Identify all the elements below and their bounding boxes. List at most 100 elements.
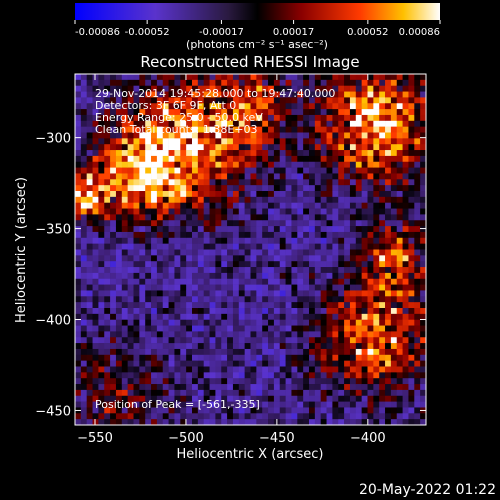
heatmap-cell xyxy=(151,103,158,110)
heatmap-cell xyxy=(314,220,321,227)
heatmap-cell xyxy=(197,103,204,110)
heatmap-cell xyxy=(408,331,415,338)
heatmap-cell xyxy=(221,413,228,420)
heatmap-cell xyxy=(197,74,204,81)
heatmap-cell xyxy=(338,138,345,145)
heatmap-cell xyxy=(355,343,362,350)
heatmap-cell xyxy=(355,173,362,180)
y-axis-label: Heliocentric Y (arcsec) xyxy=(14,177,29,323)
heatmap-cell xyxy=(203,296,210,303)
heatmap-cell xyxy=(326,185,333,192)
heatmap-cell xyxy=(373,179,380,186)
heatmap-cell xyxy=(192,290,199,297)
heatmap-cell xyxy=(174,91,181,98)
heatmap-cell xyxy=(244,419,251,425)
heatmap-cell xyxy=(379,343,386,350)
heatmap-cell xyxy=(168,278,175,285)
heatmap-cell xyxy=(309,191,316,198)
heatmap-cell xyxy=(92,331,99,338)
heatmap-cell xyxy=(133,167,140,174)
heatmap-cell xyxy=(80,372,87,379)
heatmap-cell xyxy=(215,372,222,379)
heatmap-cell xyxy=(373,360,380,367)
heatmap-cell xyxy=(303,313,310,320)
heatmap-cell xyxy=(314,331,321,338)
heatmap-cell xyxy=(408,401,415,408)
heatmap-cell xyxy=(338,354,345,361)
heatmap-cell xyxy=(309,308,316,315)
heatmap-cell xyxy=(379,237,386,244)
heatmap-cell xyxy=(355,360,362,367)
heatmap-cell xyxy=(133,372,140,379)
heatmap-cell xyxy=(273,272,281,280)
heatmap-cell xyxy=(227,138,234,145)
heatmap-cell xyxy=(285,331,292,338)
heatmap-cell xyxy=(320,261,327,268)
heatmap-cell xyxy=(396,313,403,320)
heatmap-cell xyxy=(262,290,269,297)
heatmap-cell xyxy=(262,97,269,104)
heatmap-cell xyxy=(326,290,333,297)
heatmap-cell xyxy=(104,278,111,285)
heatmap-cell xyxy=(104,389,111,397)
heatmap-cell xyxy=(98,413,105,420)
heatmap-cell xyxy=(162,179,169,186)
heatmap-cell xyxy=(250,196,257,203)
heatmap-cell xyxy=(408,114,415,122)
heatmap-cell xyxy=(396,407,403,414)
heatmap-cell xyxy=(355,261,362,268)
heatmap-cell xyxy=(373,319,380,326)
heatmap-cell xyxy=(297,196,304,203)
heatmap-cell xyxy=(262,231,269,239)
heatmap-cell xyxy=(256,290,263,297)
heatmap-cell xyxy=(332,109,339,116)
heatmap-cell xyxy=(279,109,286,116)
heatmap-cell xyxy=(373,150,380,157)
heatmap-cell xyxy=(180,91,187,98)
heatmap-cell xyxy=(215,132,222,139)
heatmap-cell xyxy=(338,161,345,168)
heatmap-cell xyxy=(75,214,82,221)
heatmap-cell xyxy=(385,191,392,198)
heatmap-cell xyxy=(297,79,304,86)
heatmap-cell xyxy=(203,179,210,186)
heatmap-cell xyxy=(192,237,199,244)
heatmap-cell xyxy=(279,272,286,280)
heatmap-cell xyxy=(133,296,140,303)
heatmap-cell xyxy=(244,337,251,344)
heatmap-cell xyxy=(268,191,275,198)
heatmap-cell xyxy=(197,319,204,326)
heatmap-cell xyxy=(197,114,204,122)
heatmap-cell xyxy=(355,85,362,92)
heatmap-cell xyxy=(203,91,210,98)
heatmap-cell xyxy=(151,343,158,350)
heatmap-cell xyxy=(408,296,415,303)
heatmap-cell xyxy=(180,103,187,110)
heatmap-cell xyxy=(414,308,421,315)
heatmap-cell xyxy=(203,237,210,244)
heatmap-cell xyxy=(390,208,398,215)
heatmap-cell xyxy=(238,337,245,344)
heatmap-cell xyxy=(355,308,362,315)
heatmap-cell xyxy=(367,155,374,163)
heatmap-cell xyxy=(367,354,374,361)
heatmap-cell xyxy=(355,290,362,297)
heatmap-cell xyxy=(86,395,93,402)
heatmap-cell xyxy=(232,109,240,116)
heatmap-cell xyxy=(221,296,228,303)
heatmap-cell xyxy=(232,407,240,414)
heatmap-cell xyxy=(203,196,210,203)
heatmap-cell xyxy=(139,284,146,291)
heatmap-cell xyxy=(279,185,286,192)
heatmap-cell xyxy=(186,255,193,262)
heatmap-cell xyxy=(344,231,351,239)
heatmap-cell xyxy=(361,331,368,338)
heatmap-cell xyxy=(227,384,234,391)
heatmap-cell xyxy=(104,173,111,180)
heatmap-cell xyxy=(110,401,117,408)
heatmap-cell xyxy=(250,290,257,297)
heatmap-cell xyxy=(209,308,216,315)
heatmap-cell xyxy=(414,255,421,262)
heatmap-cell xyxy=(420,191,426,198)
heatmap-cell xyxy=(174,354,181,361)
